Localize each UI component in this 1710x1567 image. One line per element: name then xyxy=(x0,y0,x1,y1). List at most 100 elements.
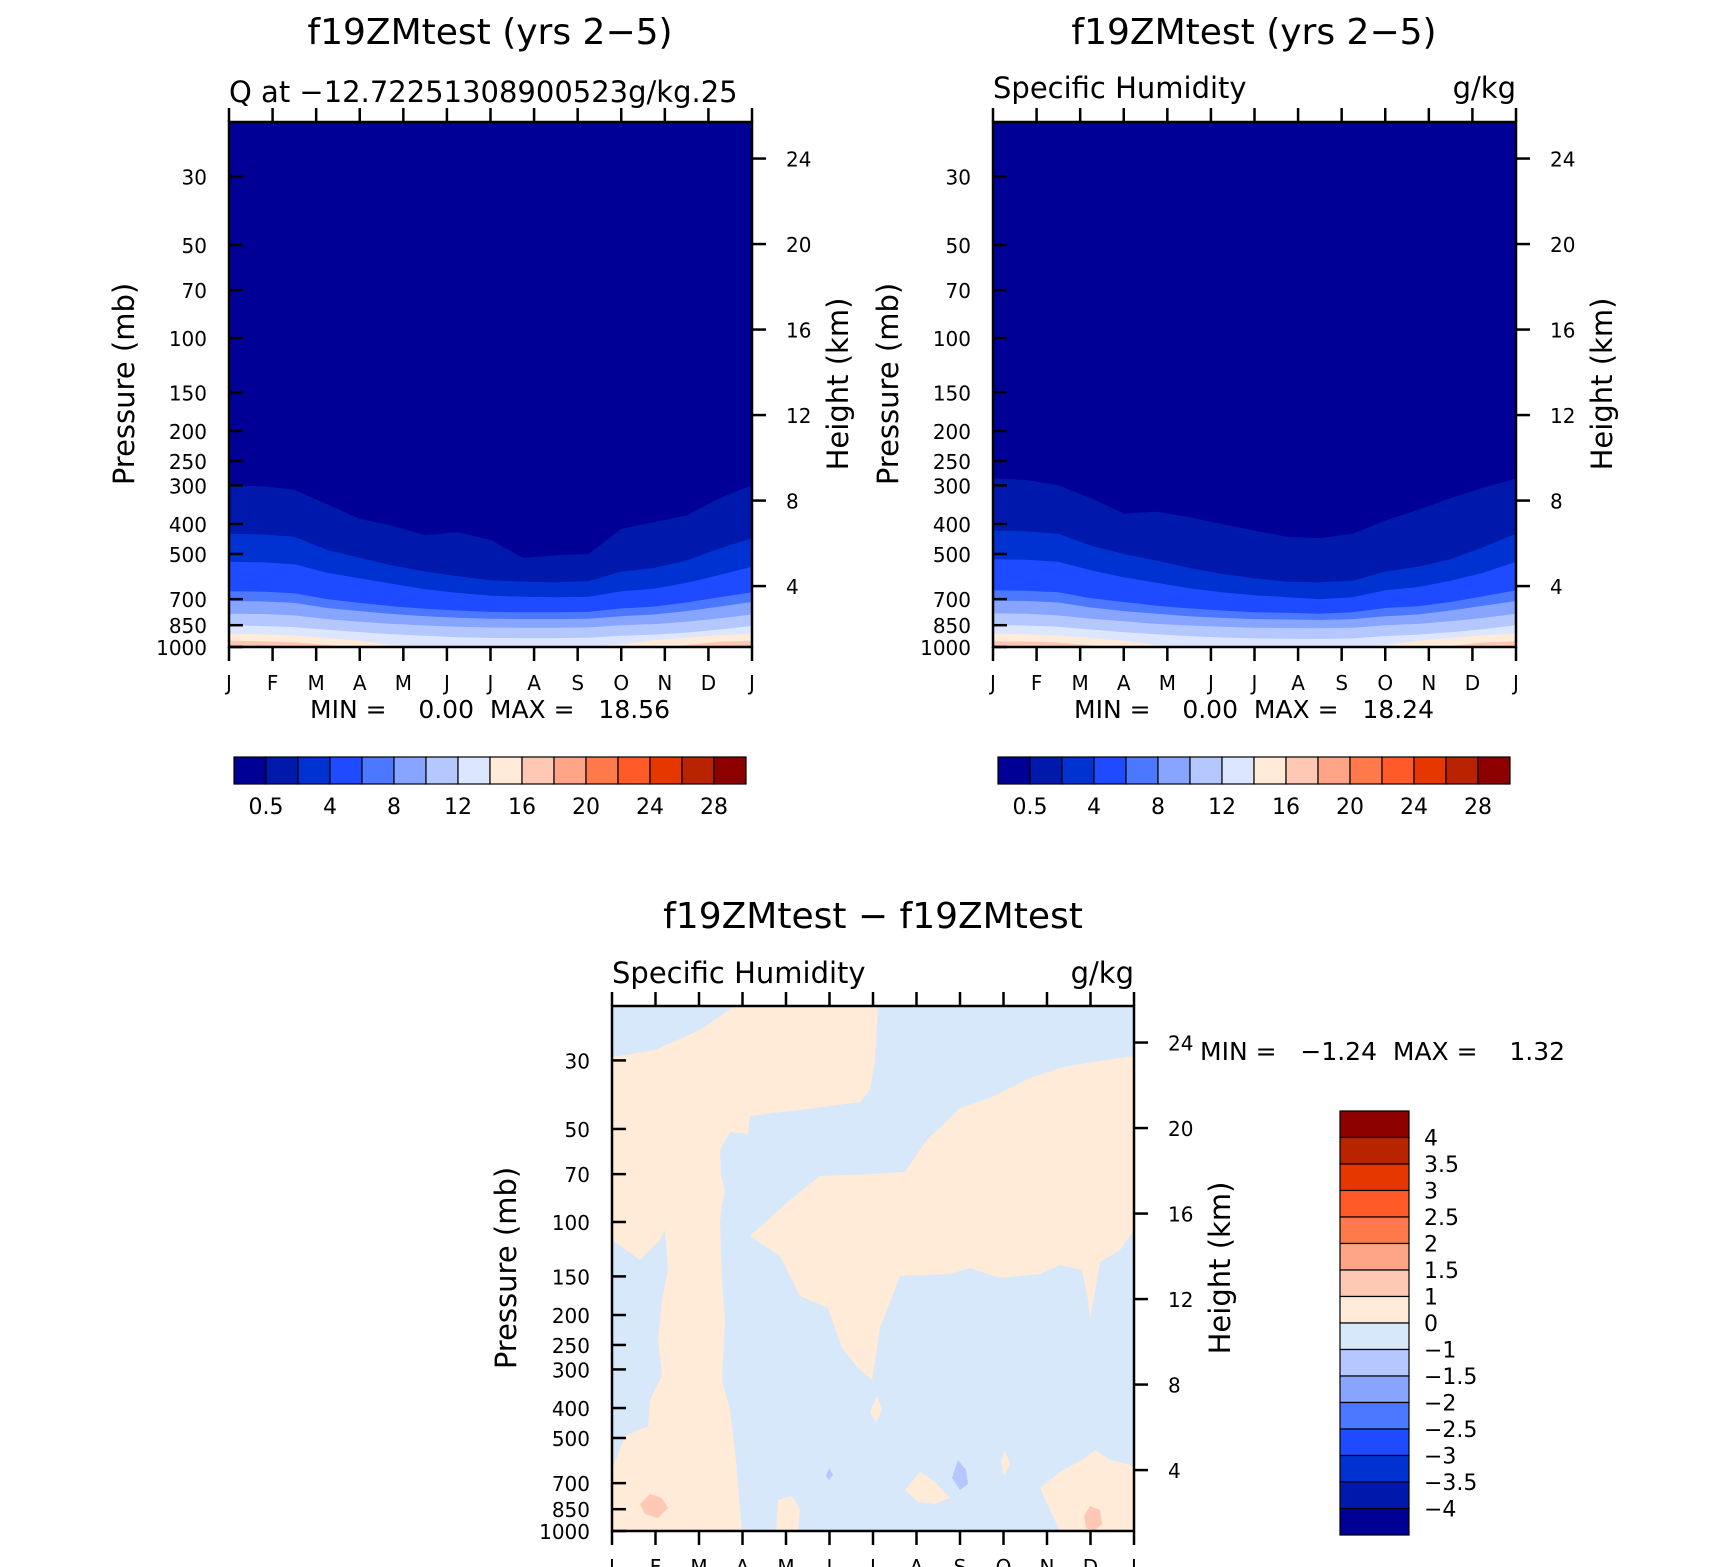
panel-2-ytick-right-label: 12 xyxy=(1550,404,1575,428)
panel-1-xtick-label: A xyxy=(527,671,541,695)
panel-3-ylabel: Pressure (mb) xyxy=(489,1167,523,1369)
panel-2-subtitle-right: g/kg xyxy=(1453,71,1516,105)
panel-2-xtick-label: J xyxy=(988,671,996,695)
panel-3-title: f19ZMtest − f19ZMtest xyxy=(663,896,1083,937)
panel-2-xtick-label: S xyxy=(1335,671,1348,695)
panel-3-positive-region-east xyxy=(750,1056,1134,1380)
panel-3-ytick-right-label: 12 xyxy=(1168,1288,1193,1312)
panel-2-xtick-label: J xyxy=(1250,671,1258,695)
panel-3-colorbar-label: −2 xyxy=(1424,1392,1456,1417)
panel-1-ytick-label: 400 xyxy=(169,513,207,537)
panel-1-colorbar-box xyxy=(713,756,747,785)
panel-1-ytick-label: 200 xyxy=(169,420,207,444)
panel-1-ylabel-right: Height (km) xyxy=(821,298,855,471)
panel-2-ylabel: Pressure (mb) xyxy=(871,283,905,485)
panel-2-colorbar-label: 12 xyxy=(1208,795,1236,820)
panel-2-min-max: MIN = 0.00 MAX = 18.24 xyxy=(1074,695,1434,724)
panel-1-ytick-label: 500 xyxy=(169,543,207,567)
panel-1-colorbar-box xyxy=(457,756,491,785)
panel-1-ylabel: Pressure (mb) xyxy=(107,283,141,485)
panel-1-subtitle-left: Q at −12.72251308900523g/kg.25 xyxy=(229,75,738,109)
panel-2-colorbar-label: 4 xyxy=(1087,795,1101,820)
panel-3-colorbar-label: −1 xyxy=(1424,1339,1456,1364)
panel-1-colorbar-label: 24 xyxy=(636,795,664,820)
panel-2-ytick-right-label: 16 xyxy=(1550,319,1575,343)
panel-3-xtick-label: A xyxy=(736,1555,750,1567)
panel-3-ytick-label: 700 xyxy=(552,1472,590,1496)
panel-2-ytick-label: 150 xyxy=(933,381,971,405)
panel-3-colorbar-box xyxy=(1339,1110,1410,1139)
panel-1-colorbar-box xyxy=(617,756,651,785)
panel-2-colorbar-label: 0.5 xyxy=(1013,795,1048,820)
panel-1-ytick-label: 50 xyxy=(182,234,207,258)
panel-1-xtick-label: J xyxy=(747,671,755,695)
panel-3-ytick-right-label: 16 xyxy=(1168,1203,1193,1227)
panel-3-xtick-label: J xyxy=(607,1555,615,1567)
panel-2-colorbar-box xyxy=(1189,756,1223,785)
panel-3-positive-region-lower-right xyxy=(1040,1450,1134,1531)
panel-3: f19ZMtest − f19ZMtest Specific Humidity … xyxy=(489,896,1565,1567)
panel-1-xtick-label: J xyxy=(442,671,450,695)
panel-3-colorbar-box xyxy=(1339,1454,1410,1483)
panel-3-colorbar-label: 3 xyxy=(1424,1180,1438,1205)
panel-1-colorbar-box xyxy=(521,756,555,785)
panel-3-ytick-right-label: 20 xyxy=(1168,1117,1193,1141)
panel-2-ytick-right-label: 8 xyxy=(1550,490,1563,514)
panel-3-colorbar-box xyxy=(1339,1348,1410,1377)
panel-2-colorbar-label: 28 xyxy=(1464,795,1492,820)
panel-3-colorbar-box xyxy=(1339,1295,1410,1324)
panel-3-ytick-label: 1000 xyxy=(539,1520,590,1544)
panel-2-xtick-label: A xyxy=(1291,671,1305,695)
panel-3-ytick-label: 300 xyxy=(552,1358,590,1382)
panel-2-ytick-right-label: 24 xyxy=(1550,148,1575,172)
panel-3-ytick-right-label: 24 xyxy=(1168,1032,1193,1056)
panel-1-colorbar-label: 8 xyxy=(387,795,401,820)
panel-3-ytick-label: 250 xyxy=(552,1334,590,1358)
panel-1: f19ZMtest (yrs 2−5) Q at −12.72251308900… xyxy=(107,12,855,820)
panel-1-ytick-right-label: 12 xyxy=(786,404,811,428)
panel-1-xtick-label: O xyxy=(613,671,629,695)
panel-2-ytick-label: 500 xyxy=(933,543,971,567)
panel-3-ytick-label: 850 xyxy=(552,1498,590,1522)
panel-2-colorbar-box xyxy=(1413,756,1447,785)
panel-1-colorbar-label: 4 xyxy=(323,795,337,820)
panel-1-xtick-label: M xyxy=(308,671,325,695)
panel-2-colorbar-box xyxy=(1253,756,1287,785)
panel-3-xtick-label: J xyxy=(825,1555,833,1567)
panel-1-colorbar-label: 28 xyxy=(700,795,728,820)
panel-2-ytick-label: 300 xyxy=(933,474,971,498)
panel-1-ytick-right-label: 8 xyxy=(786,490,799,514)
panel-2-colorbar-box xyxy=(1317,756,1351,785)
panel-3-ytick-right-label: 8 xyxy=(1168,1374,1181,1398)
panel-1-title: f19ZMtest (yrs 2−5) xyxy=(307,12,672,53)
panel-1-colorbar-box xyxy=(361,756,395,785)
panel-2-ytick-label: 70 xyxy=(946,279,971,303)
panel-3-colorbar-label: −3.5 xyxy=(1424,1471,1477,1496)
panel-2-xtick-label: J xyxy=(1511,671,1519,695)
panel-3-pocket-minus-1-small xyxy=(826,1468,833,1480)
panel-2-xtick-label: J xyxy=(1206,671,1214,695)
panel-2-colorbar-box xyxy=(1125,756,1159,785)
panel-2-subtitle-left: Specific Humidity xyxy=(993,71,1247,105)
panel-3-ytick-label: 50 xyxy=(565,1118,590,1142)
panel-3-subtitle-right: g/kg xyxy=(1071,956,1134,990)
panel-1-ytick-label: 150 xyxy=(169,381,207,405)
panel-2-xtick-label: O xyxy=(1377,671,1393,695)
panel-2-colorbar-box xyxy=(1061,756,1095,785)
panel-1-colorbar-box xyxy=(233,756,267,785)
panel-3-colorbar-label: −3 xyxy=(1424,1445,1456,1470)
panel-2-ytick-label: 850 xyxy=(933,614,971,638)
panel-3-colorbar-label: 2.5 xyxy=(1424,1206,1459,1231)
panel-2-xtick-label: N xyxy=(1421,671,1436,695)
panel-1-ytick-label: 700 xyxy=(169,588,207,612)
panel-1-colorbar-box xyxy=(265,756,299,785)
panel-3-colorbar-label: −4 xyxy=(1424,1498,1456,1523)
panel-3-colorbar-label: −1.5 xyxy=(1424,1365,1477,1390)
panel-3-colorbar-label: 1 xyxy=(1424,1286,1438,1311)
panel-2-colorbar-box xyxy=(1349,756,1383,785)
panel-3-colorbar-label: 3.5 xyxy=(1424,1153,1459,1178)
panel-1-ytick-right-label: 4 xyxy=(786,575,799,599)
panel-1-xtick-label: F xyxy=(267,671,279,695)
panel-3-colorbar-label: −2.5 xyxy=(1424,1418,1477,1443)
